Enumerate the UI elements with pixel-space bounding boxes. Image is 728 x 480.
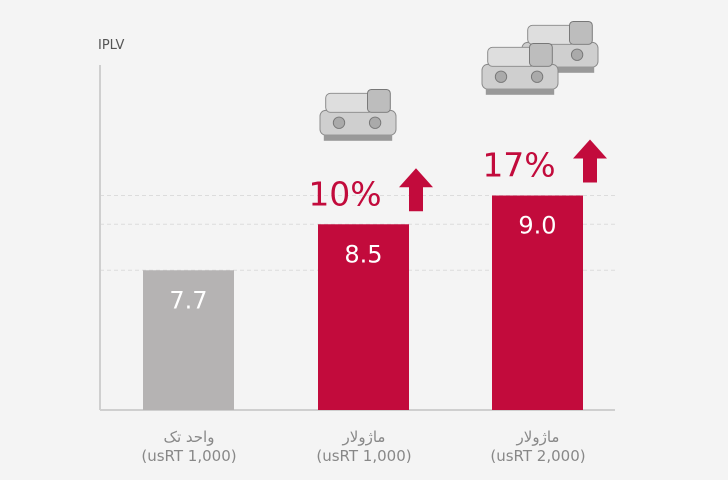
category-label-2: ماژولار (usRT 2,000)	[458, 428, 618, 466]
bar-0	[143, 270, 234, 410]
category-capacity: (usRT 2,000)	[490, 447, 586, 465]
category-name: ماژولار	[342, 428, 386, 446]
up-arrow-icon	[399, 168, 433, 212]
category-label-1: ماژولار (usRT 1,000)	[284, 428, 444, 466]
y-axis-label: IPLV	[98, 38, 125, 53]
value-label-2: 9.0	[518, 212, 556, 240]
category-capacity: (usRT 1,000)	[316, 447, 412, 465]
value-label-1: 8.5	[344, 240, 382, 268]
category-capacity: (usRT 1,000)	[141, 447, 237, 465]
up-arrow-icon	[573, 139, 607, 183]
category-label-0: واحد تک (usRT 1,000)	[109, 428, 269, 466]
value-label-0: 7.7	[169, 286, 207, 314]
category-name: واحد تک	[163, 428, 215, 446]
bar-2	[492, 195, 583, 410]
chiller-unit-icon	[319, 89, 397, 141]
category-name: ماژولار	[516, 428, 560, 446]
bar-1	[318, 224, 409, 410]
percent-increase-label-1: 10%	[308, 174, 381, 213]
chiller-unit-icon	[481, 43, 559, 95]
percent-increase-label-2: 17%	[482, 146, 555, 185]
